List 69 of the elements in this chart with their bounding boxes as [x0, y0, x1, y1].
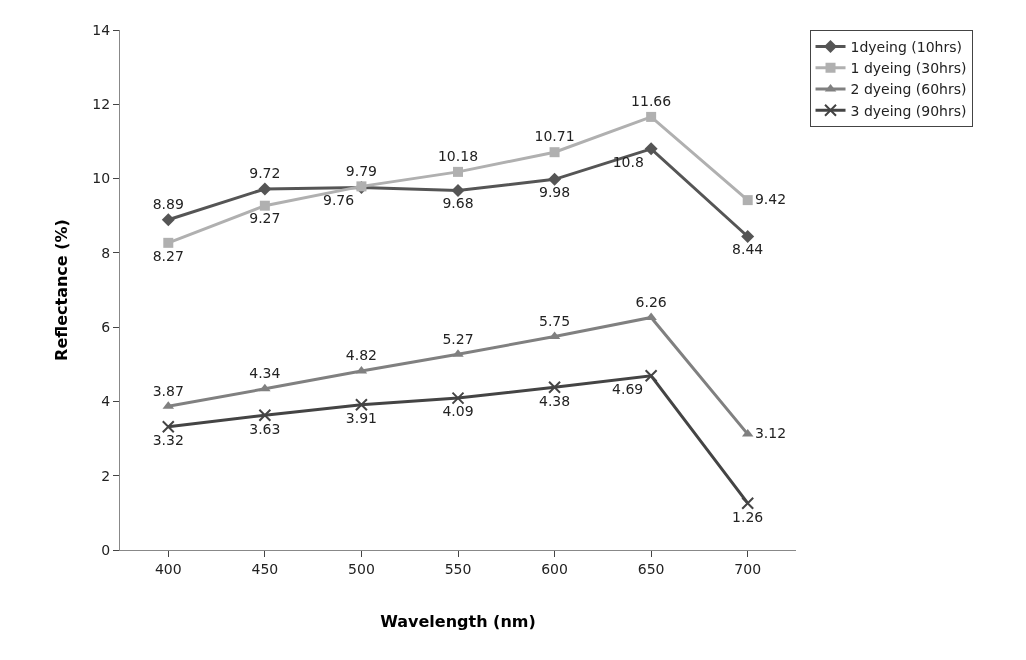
legend-label: 2 dyeing (60hrs): [850, 81, 967, 98]
data-label: 9.76: [323, 192, 355, 209]
y-axis-title: Reflectance (%): [52, 219, 72, 361]
data-label: 8.44: [732, 241, 764, 258]
x-axis-title: Wavelength (nm): [380, 612, 536, 632]
x-tick-label: 450: [251, 560, 279, 577]
data-label: 9.68: [442, 195, 474, 212]
x-tick-label: 600: [541, 560, 568, 577]
data-label: 9.72: [249, 165, 281, 182]
point: [451, 183, 465, 197]
point: [258, 408, 272, 422]
data-label: 10.8: [612, 153, 644, 170]
point: [741, 230, 755, 244]
legend-label: 1dyeing (10hrs): [850, 39, 962, 56]
y-tick-label: 4: [101, 393, 111, 410]
point: [646, 111, 657, 122]
data-label: 11.66: [631, 93, 672, 110]
point: [354, 398, 368, 412]
legend-label: 1 dyeing (30hrs): [850, 60, 967, 77]
point: [163, 237, 174, 248]
point: [548, 380, 562, 394]
data-label: 5.75: [538, 312, 571, 329]
data-label: 3.87: [152, 382, 184, 399]
data-label: 4.82: [345, 347, 378, 364]
point: [161, 420, 175, 434]
point: [549, 147, 560, 158]
point: [644, 142, 658, 156]
data-label: 4.34: [249, 365, 281, 382]
data-label: 1.26: [732, 508, 764, 525]
x-tick-label: 500: [348, 560, 375, 577]
data-label: 5.27: [442, 330, 474, 347]
data-label: 9.42: [754, 190, 787, 207]
y-tick-label: 8: [101, 244, 111, 261]
data-label: 9.98: [538, 184, 571, 201]
data-label: 9.79: [345, 162, 378, 179]
point: [548, 172, 562, 186]
y-tick-label: 10: [92, 170, 111, 187]
data-label: 3.12: [754, 424, 787, 441]
data-label: 8.27: [152, 247, 184, 264]
data-label: 4.09: [442, 403, 474, 420]
data-label: 9.27: [249, 210, 281, 227]
point: [453, 166, 463, 177]
data-label: 4.38: [538, 392, 571, 409]
point: [741, 496, 755, 510]
legend-label: 3 dyeing (90hrs): [850, 102, 967, 119]
data-label: 3.32: [152, 432, 184, 449]
y-tick-label: 12: [92, 96, 111, 113]
x-tick-label: 700: [734, 560, 762, 577]
y-tick-label: 14: [92, 21, 111, 38]
y-tick-label: 2: [101, 467, 111, 484]
point: [742, 195, 753, 206]
data-label: 6.26: [635, 293, 667, 310]
y-tick-label: 0: [101, 541, 111, 558]
point: [259, 383, 271, 392]
data-label: 10.18: [437, 148, 479, 165]
data-label: 8.89: [152, 196, 184, 213]
x-tick-label: 400: [154, 560, 182, 577]
point: [258, 182, 272, 196]
x-tick-label: 550: [444, 560, 472, 577]
point: [451, 391, 465, 405]
point: [161, 213, 175, 227]
data-label: 3.63: [249, 420, 281, 437]
data-label: 4.69: [612, 381, 644, 398]
y-tick-label: 6: [101, 319, 111, 336]
data-label: 10.71: [534, 128, 575, 145]
x-tick-label: 650: [637, 560, 665, 577]
point: [644, 369, 658, 383]
point: [259, 200, 270, 211]
data-label: 3.91: [345, 410, 378, 427]
